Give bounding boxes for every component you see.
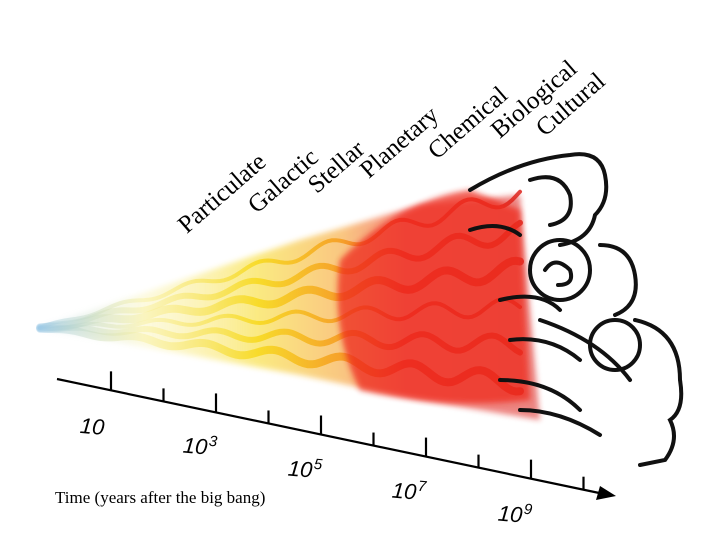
tick-label-10e9: 109 (496, 500, 533, 528)
tick-label-10: 10 (78, 412, 106, 440)
tick-label-10e7: 107 (390, 477, 427, 505)
axis-title: Time (years after the big bang) (55, 488, 266, 507)
axis-arrowhead (596, 486, 616, 500)
flame-cone (36, 189, 540, 420)
heads-swirls (468, 152, 684, 467)
time-axis (56, 371, 616, 500)
tick-label-10e3: 103 (181, 432, 218, 460)
tick-label-10e5: 105 (286, 455, 323, 483)
